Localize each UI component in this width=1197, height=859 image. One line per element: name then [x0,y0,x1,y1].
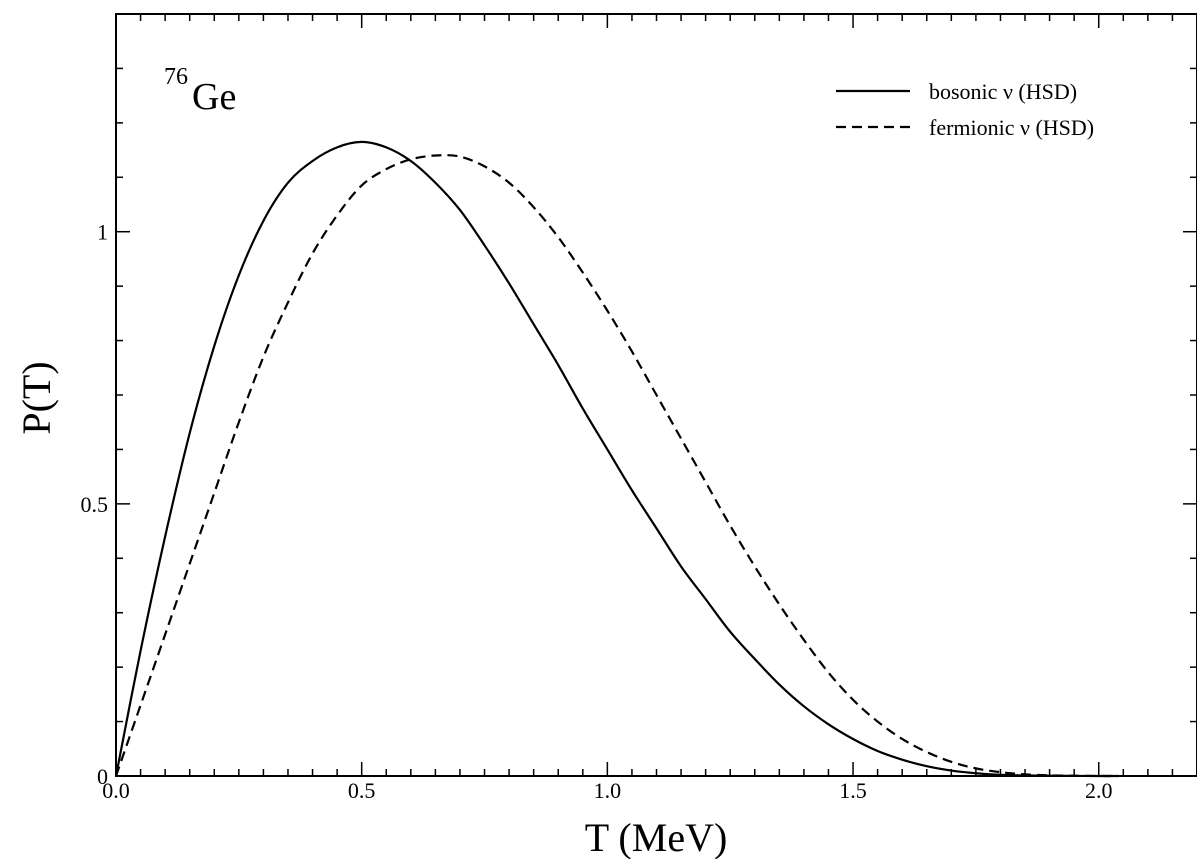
fermionic-curve [114,154,1118,778]
legend-label-fermionic: fermionic ν (HSD) [929,115,1094,140]
series-curves [114,140,1118,778]
axis-ticks [115,13,1197,777]
legend-label-bosonic: bosonic ν (HSD) [929,79,1077,104]
y-tick-label: 0 [97,764,108,789]
tick-labels: 0.0 0.5 1.0 1.5 2.0 0 0.5 1 [81,220,1113,803]
y-tick-label: 1 [97,220,108,245]
x-tick-label: 0.0 [102,778,130,803]
element-symbol: Ge [192,76,236,118]
x-tick-label: 1.5 [839,778,867,803]
x-tick-label: 2.0 [1085,778,1113,803]
mass-number: 76 [164,64,188,90]
x-tick-label: 1.0 [594,778,622,803]
nuclide-annotation: 76 Ge [164,64,236,118]
x-axis-title: T (MeV) [585,815,728,859]
x-tick-label: 0.5 [348,778,376,803]
y-axis-title: P(T) [14,361,59,434]
legend: bosonic ν (HSD) fermionic ν (HSD) [836,79,1094,140]
bosonic-curve [114,140,1118,778]
y-tick-label: 0.5 [81,492,109,517]
